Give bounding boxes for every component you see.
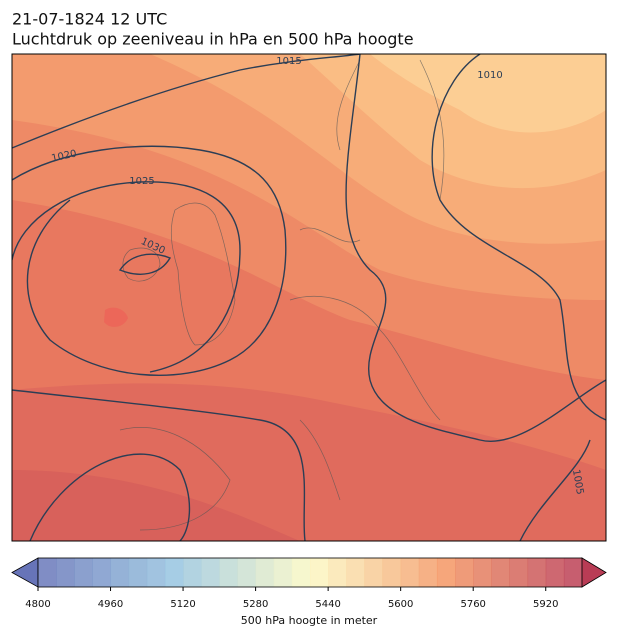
colorbar-segment xyxy=(455,558,474,587)
colorbar-tick-label: 5440 xyxy=(315,599,340,610)
isobar-label: 1020 xyxy=(51,148,78,164)
colorbar-segment xyxy=(219,558,238,587)
isobar-label: 1005 xyxy=(570,469,585,496)
colorbar-segment xyxy=(255,558,275,587)
isobar-label: 1010 xyxy=(477,70,502,81)
colorbar-segment xyxy=(237,558,257,587)
colorbar-segment xyxy=(545,558,565,587)
colorbar-segment xyxy=(110,558,130,587)
colorbar-frame xyxy=(37,557,583,588)
colorbar-tick-label: 5760 xyxy=(460,599,485,610)
colorbar-tick-label: 4960 xyxy=(98,599,123,610)
map: 1015 1010 1020 1025 1030 1005 xyxy=(12,54,606,541)
colorbar-tick-label: 5920 xyxy=(533,599,558,610)
colorbar-segment xyxy=(382,558,402,587)
colorbar-tick-label: 4800 xyxy=(25,599,50,610)
colorbar-tick-label: 5600 xyxy=(388,599,413,610)
colorbar-segment xyxy=(56,558,75,587)
isobar-label: 1015 xyxy=(276,56,301,67)
colorbar-segment xyxy=(273,558,293,587)
colorbar-segment xyxy=(92,558,112,587)
colorbar-tick-label: 5120 xyxy=(170,599,195,610)
colorbar: 4800 4960 5120 5280 5440 5600 5760 5920 xyxy=(11,557,607,610)
colorbar-segment xyxy=(146,558,166,587)
colorbar-extend-low xyxy=(11,557,39,588)
isobar-label: 1025 xyxy=(129,176,154,187)
colorbar-segment xyxy=(310,558,329,587)
colorbar-label: 500 hPa hoogte in meter xyxy=(241,614,378,627)
colorbar-segment xyxy=(563,558,583,587)
colorbar-segment xyxy=(164,558,184,587)
colorbar-segment xyxy=(418,558,438,587)
colorbar-segment xyxy=(183,558,202,587)
map-frame xyxy=(11,53,607,542)
colorbar-segment xyxy=(436,558,456,587)
colorbar-segment xyxy=(328,558,347,587)
colorbar-segment xyxy=(491,558,510,587)
colorbar-segment xyxy=(291,558,311,587)
colorbar-extend-high xyxy=(581,557,607,588)
colorbar-segment xyxy=(509,558,529,587)
colorbar-segment xyxy=(400,558,420,587)
colorbar-segment xyxy=(364,558,384,587)
colorbar-segment xyxy=(201,558,220,587)
colorbar-segment xyxy=(346,558,365,587)
colorbar-segment xyxy=(473,558,492,587)
title: 21-07-1824 12 UTC xyxy=(12,10,167,29)
subtitle: Luchtdruk op zeeniveau in hPa en 500 hPa… xyxy=(12,30,414,49)
colorbar-segment xyxy=(74,558,93,587)
colorbar-segment xyxy=(128,558,148,587)
colorbar-segment xyxy=(527,558,547,587)
colorbar-segment xyxy=(38,558,57,587)
colorbar-tick-label: 5280 xyxy=(243,599,268,610)
